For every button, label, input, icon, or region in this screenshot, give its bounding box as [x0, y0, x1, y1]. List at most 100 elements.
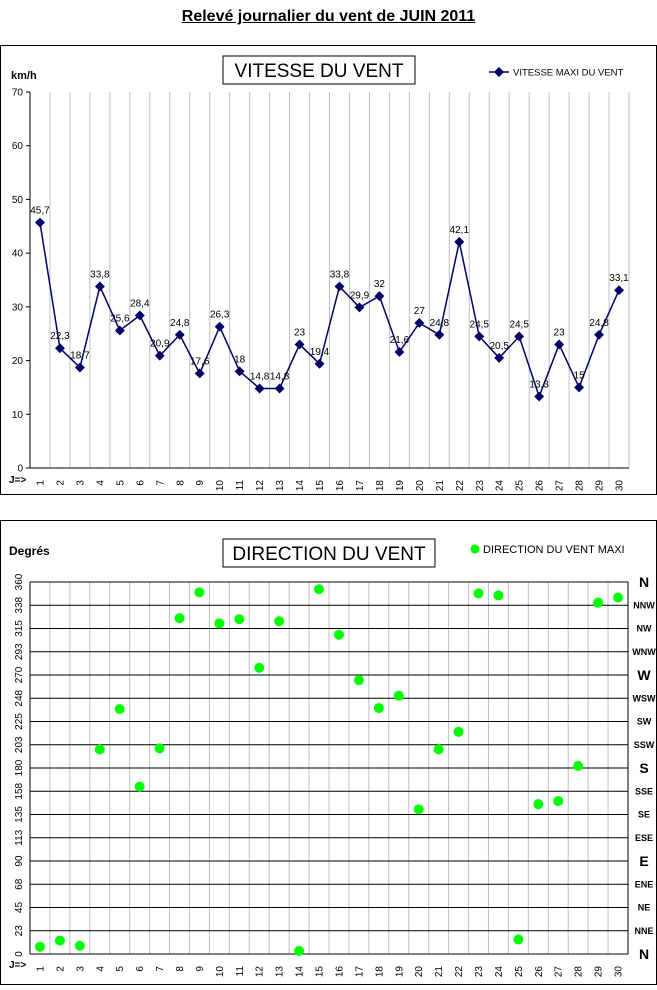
- y-tick-label: 338: [14, 596, 25, 613]
- x-tick-label: 25: [514, 966, 525, 978]
- direction-point: [234, 614, 245, 625]
- y-tick-label: 45: [14, 902, 25, 914]
- x-tick-label: 1: [35, 966, 46, 972]
- x-tick-label: 20: [414, 966, 425, 978]
- x-tick-label: 18: [374, 966, 385, 978]
- x-tick-label: 23: [474, 966, 485, 978]
- speed-data-label: 45,7: [30, 206, 50, 217]
- compass-label: ENE: [635, 879, 654, 889]
- speed-point: [594, 329, 604, 340]
- legend-marker: [470, 544, 480, 554]
- direction-point: [74, 940, 85, 951]
- direction-point: [194, 587, 205, 598]
- x-tick-label: 13: [275, 966, 286, 978]
- x-tick-label: 21: [434, 966, 445, 978]
- chart-title: VITESSE DU VENT: [235, 61, 404, 82]
- x-tick-label: 4: [95, 480, 106, 486]
- y-tick-label: 10: [12, 410, 24, 421]
- compass-label: SW: [637, 717, 652, 727]
- y-tick-label: 203: [14, 736, 25, 753]
- speed-data-label: 13,3: [529, 380, 549, 391]
- x-tick-label: 1: [35, 480, 46, 486]
- x-tick-label: 27: [554, 966, 565, 978]
- speed-point: [214, 321, 225, 332]
- speed-point: [154, 350, 165, 361]
- direction-point: [353, 675, 364, 686]
- speed-point: [474, 331, 485, 342]
- speed-data-label: 27: [414, 306, 426, 317]
- x-tick-label: 9: [195, 966, 206, 972]
- speed-point: [194, 368, 205, 379]
- y-tick-label: 113: [14, 829, 25, 845]
- x-tick-label: 2: [55, 966, 66, 972]
- y-axis-label: km/h: [11, 70, 37, 82]
- x-tick-label: 26: [534, 966, 545, 978]
- speed-point: [274, 383, 285, 394]
- compass-label: NNE: [634, 926, 653, 936]
- direction-point: [314, 584, 325, 595]
- direction-point: [573, 760, 584, 771]
- compass-label: N: [639, 946, 649, 962]
- y-tick-label: 90: [14, 855, 25, 867]
- speed-point: [174, 329, 185, 340]
- direction-point: [333, 629, 344, 640]
- x-tick-label: 3: [75, 480, 86, 486]
- compass-label: ESE: [635, 833, 653, 843]
- speed-point: [434, 329, 445, 340]
- y-tick-label: 248: [14, 689, 25, 706]
- direction-point: [294, 945, 305, 956]
- direction-point: [214, 618, 225, 629]
- x-tick-label: 16: [335, 480, 346, 492]
- y-tick-label: 20: [12, 356, 24, 367]
- speed-data-label: 33,8: [90, 269, 110, 280]
- speed-point: [394, 347, 405, 357]
- x-tick-label: 26: [535, 480, 546, 492]
- x-tick-label: 14: [295, 480, 306, 492]
- x-tick-label: 5: [115, 966, 126, 972]
- compass-label: N: [639, 574, 649, 590]
- compass-label: SE: [638, 810, 650, 820]
- y-axis-label: Degrés: [9, 544, 50, 558]
- speed-point: [374, 291, 385, 302]
- x-tick-label: 7: [155, 480, 166, 486]
- x-tick-label: 7: [155, 966, 166, 972]
- direction-point: [533, 799, 544, 810]
- compass-label: E: [639, 853, 648, 869]
- direction-point: [373, 703, 384, 714]
- y-tick-label: 270: [14, 666, 25, 683]
- speed-data-label: 32: [374, 279, 386, 290]
- x-tick-label: 21: [435, 480, 446, 492]
- x-tick-label: 28: [575, 480, 586, 492]
- speed-series-line: [39, 222, 620, 399]
- y-tick-label: 23: [14, 925, 25, 937]
- x-tick-label: 14: [295, 966, 306, 978]
- speed-data-label: 24,8: [430, 318, 450, 329]
- compass-label: SSE: [635, 786, 653, 796]
- speed-data-label: 17,6: [190, 356, 210, 367]
- direction-point: [134, 781, 145, 792]
- chart-title-box: [222, 55, 416, 85]
- y-tick-label: 180: [14, 759, 25, 776]
- speed-data-label: 33,1: [609, 273, 629, 284]
- compass-label: SSW: [634, 740, 655, 750]
- direction-point: [174, 613, 185, 624]
- speed-data-label: 24,5: [509, 319, 529, 330]
- speed-data-label: 23: [554, 327, 566, 338]
- direction-point: [613, 592, 624, 603]
- speed-data-label: 21,6: [390, 335, 410, 346]
- x-tick-label: 10: [215, 480, 226, 492]
- x-tick-label: 11: [235, 480, 246, 491]
- x-tick-label: 8: [175, 480, 186, 486]
- speed-data-label: 18,7: [70, 351, 90, 362]
- speed-data-label: 25,6: [110, 313, 130, 324]
- x-tick-label: 18: [375, 480, 386, 492]
- x-tick-label: 23: [475, 480, 486, 492]
- y-tick-label: 60: [12, 141, 24, 152]
- speed-data-label: 29,9: [350, 290, 370, 301]
- x-tick-label: 3: [75, 966, 86, 972]
- x-tick-label: 16: [334, 966, 345, 978]
- x-tick-label: 10: [215, 966, 226, 978]
- speed-point: [294, 339, 305, 350]
- legend-label: VITESSE MAXI DU VENT: [513, 68, 624, 79]
- speed-point: [94, 281, 105, 292]
